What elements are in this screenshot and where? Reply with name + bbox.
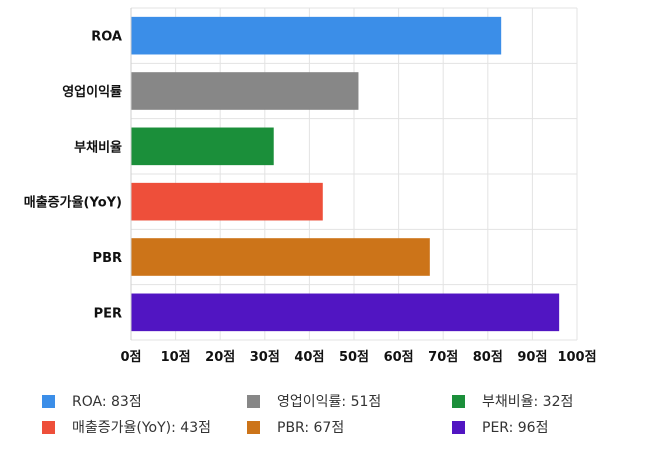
legend-swatch: [42, 394, 55, 408]
bar: [131, 16, 502, 55]
legend-item[interactable]: PBR: 67점: [247, 418, 452, 436]
y-category-label: PBR: [93, 251, 122, 266]
bar: [131, 182, 323, 221]
x-tick-label: 80점: [473, 350, 503, 365]
legend-label: PER: 96점: [482, 420, 549, 436]
y-category-label: 매출증가율(YoY): [24, 195, 122, 211]
x-tick-label: 70점: [428, 350, 458, 365]
legend-item[interactable]: 매출증가율(YoY): 43점: [42, 418, 247, 436]
y-category-label: PER: [94, 306, 122, 321]
x-tick-label: 0점: [120, 350, 141, 365]
legend-swatch: [247, 420, 260, 434]
x-tick-label: 10점: [161, 350, 191, 365]
legend-swatch: [42, 420, 55, 434]
legend-label: ROA: 83점: [72, 394, 142, 410]
x-tick-label: 40점: [294, 350, 324, 365]
y-category-label: ROA: [91, 30, 122, 45]
x-tick-label: 60점: [384, 350, 414, 365]
x-tick-label: 50점: [339, 350, 369, 365]
legend-item[interactable]: 부채비율: 32점: [452, 392, 642, 410]
legend-label: 매출증가율(YoY): 43점: [72, 420, 211, 436]
legend-label: 영업이익률: 51점: [277, 394, 382, 410]
x-tick-label: 90점: [517, 350, 547, 365]
legend-swatch: [452, 394, 465, 408]
legend-swatch: [452, 420, 465, 434]
legend-item[interactable]: 영업이익률: 51점: [247, 392, 452, 410]
bar-chart: 0점 10점 20점 30점 40점 50점 60점 70점 80점 90점 100점 ROA 영업이익…: [24, 7, 597, 365]
bar: [131, 127, 274, 166]
x-tick-label: 30점: [250, 350, 280, 365]
y-category-label: 영업이익률: [62, 84, 122, 100]
bar: [131, 72, 359, 110]
bar: [131, 293, 560, 332]
legend-item[interactable]: PER: 96점: [452, 418, 642, 436]
x-tick-label: 100점: [557, 350, 596, 365]
legend-swatch: [247, 394, 260, 408]
legend-label: PBR: 67점: [277, 420, 345, 436]
bar: [131, 238, 430, 276]
y-category-label: 부채비율: [74, 139, 122, 155]
legend-item[interactable]: ROA: 83점: [42, 392, 247, 410]
legend-label: 부채비율: 32점: [482, 394, 574, 410]
x-tick-label: 20점: [205, 350, 235, 365]
